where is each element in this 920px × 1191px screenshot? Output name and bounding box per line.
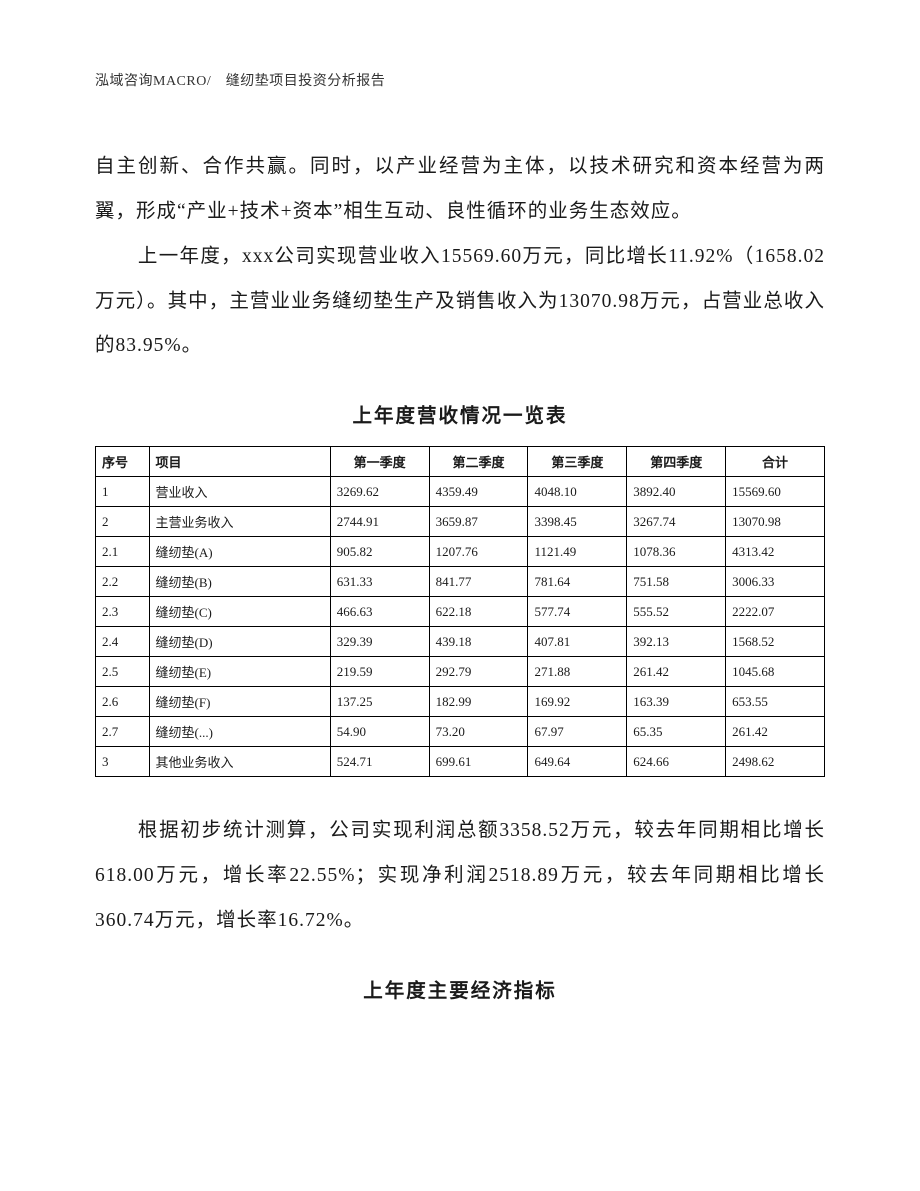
- table-cell: 699.61: [429, 747, 528, 777]
- table-cell: 3398.45: [528, 507, 627, 537]
- table-cell: 3267.74: [627, 507, 726, 537]
- table-cell: 主营业务收入: [149, 507, 330, 537]
- table-cell: 54.90: [330, 717, 429, 747]
- table-cell: 67.97: [528, 717, 627, 747]
- table-cell: 1045.68: [726, 657, 825, 687]
- table-cell: 407.81: [528, 627, 627, 657]
- col-seq: 序号: [96, 447, 150, 477]
- table-cell: 631.33: [330, 567, 429, 597]
- table-cell: 3: [96, 747, 150, 777]
- table-cell: 2498.62: [726, 747, 825, 777]
- table-cell: 841.77: [429, 567, 528, 597]
- table-cell: 1121.49: [528, 537, 627, 567]
- table-cell: 555.52: [627, 597, 726, 627]
- table-cell: 1207.76: [429, 537, 528, 567]
- table-cell: 2.2: [96, 567, 150, 597]
- table-cell: 2.4: [96, 627, 150, 657]
- col-q3: 第三季度: [528, 447, 627, 477]
- table-cell: 4048.10: [528, 477, 627, 507]
- table-cell: 751.58: [627, 567, 726, 597]
- table-cell: 缝纫垫(F): [149, 687, 330, 717]
- table-row: 2.1缝纫垫(A)905.821207.761121.491078.364313…: [96, 537, 825, 567]
- paragraph-1: 自主创新、合作共赢。同时，以产业经营为主体，以技术研究和资本经营为两翼，形成“产…: [95, 145, 825, 235]
- table2-title: 上年度主要经济指标: [95, 974, 825, 1003]
- col-q2: 第二季度: [429, 447, 528, 477]
- table-cell: 缝纫垫(A): [149, 537, 330, 567]
- col-item: 项目: [149, 447, 330, 477]
- table-cell: 261.42: [726, 717, 825, 747]
- table-cell: 2222.07: [726, 597, 825, 627]
- table-cell: 622.18: [429, 597, 528, 627]
- table-cell: 2.5: [96, 657, 150, 687]
- table-cell: 466.63: [330, 597, 429, 627]
- table-cell: 905.82: [330, 537, 429, 567]
- col-total: 合计: [726, 447, 825, 477]
- table-cell: 营业收入: [149, 477, 330, 507]
- table-cell: 624.66: [627, 747, 726, 777]
- table-cell: 3006.33: [726, 567, 825, 597]
- table-cell: 3659.87: [429, 507, 528, 537]
- table-cell: 缝纫垫(E): [149, 657, 330, 687]
- paragraph-3: 根据初步统计测算，公司实现利润总额3358.52万元，较去年同期相比增长618.…: [95, 809, 825, 944]
- table-cell: 524.71: [330, 747, 429, 777]
- table-row: 2.2缝纫垫(B)631.33841.77781.64751.583006.33: [96, 567, 825, 597]
- table-cell: 3892.40: [627, 477, 726, 507]
- table-cell: 292.79: [429, 657, 528, 687]
- table-cell: 781.64: [528, 567, 627, 597]
- table-row: 3其他业务收入524.71699.61649.64624.662498.62: [96, 747, 825, 777]
- table-cell: 2.6: [96, 687, 150, 717]
- revenue-tbody: 1营业收入3269.624359.494048.103892.4015569.6…: [96, 477, 825, 777]
- table-cell: 73.20: [429, 717, 528, 747]
- table-row: 2.7缝纫垫(...)54.9073.2067.9765.35261.42: [96, 717, 825, 747]
- table1-title: 上年度营收情况一览表: [95, 399, 825, 428]
- table-cell: 2744.91: [330, 507, 429, 537]
- table-cell: 15569.60: [726, 477, 825, 507]
- table-cell: 2.7: [96, 717, 150, 747]
- table-cell: 2.3: [96, 597, 150, 627]
- table-row: 1营业收入3269.624359.494048.103892.4015569.6…: [96, 477, 825, 507]
- table-cell: 2.1: [96, 537, 150, 567]
- table-cell: 缝纫垫(C): [149, 597, 330, 627]
- table-cell: 653.55: [726, 687, 825, 717]
- table-cell: 137.25: [330, 687, 429, 717]
- table-cell: 163.39: [627, 687, 726, 717]
- table-cell: 182.99: [429, 687, 528, 717]
- page-header: 泓域咨询MACRO/ 缝纫垫项目投资分析报告: [95, 70, 825, 90]
- table-cell: 1078.36: [627, 537, 726, 567]
- table-cell: 439.18: [429, 627, 528, 657]
- col-q4: 第四季度: [627, 447, 726, 477]
- table-cell: 65.35: [627, 717, 726, 747]
- table-cell: 261.42: [627, 657, 726, 687]
- col-q1: 第一季度: [330, 447, 429, 477]
- table-cell: 4313.42: [726, 537, 825, 567]
- table-cell: 缝纫垫(...): [149, 717, 330, 747]
- table-cell: 4359.49: [429, 477, 528, 507]
- table-cell: 缝纫垫(B): [149, 567, 330, 597]
- table-row: 2.6缝纫垫(F)137.25182.99169.92163.39653.55: [96, 687, 825, 717]
- table-cell: 271.88: [528, 657, 627, 687]
- table-cell: 392.13: [627, 627, 726, 657]
- table-cell: 2: [96, 507, 150, 537]
- paragraph-2: 上一年度，xxx公司实现营业收入15569.60万元，同比增长11.92%（16…: [95, 235, 825, 370]
- table-cell: 329.39: [330, 627, 429, 657]
- table-cell: 1568.52: [726, 627, 825, 657]
- table-header-row: 序号 项目 第一季度 第二季度 第三季度 第四季度 合计: [96, 447, 825, 477]
- table-row: 2.3缝纫垫(C)466.63622.18577.74555.522222.07: [96, 597, 825, 627]
- table-cell: 缝纫垫(D): [149, 627, 330, 657]
- table-row: 2主营业务收入2744.913659.873398.453267.7413070…: [96, 507, 825, 537]
- revenue-table: 序号 项目 第一季度 第二季度 第三季度 第四季度 合计 1营业收入3269.6…: [95, 446, 825, 777]
- table-cell: 1: [96, 477, 150, 507]
- table-cell: 169.92: [528, 687, 627, 717]
- table-cell: 219.59: [330, 657, 429, 687]
- table-cell: 13070.98: [726, 507, 825, 537]
- table-cell: 其他业务收入: [149, 747, 330, 777]
- table-row: 2.5缝纫垫(E)219.59292.79271.88261.421045.68: [96, 657, 825, 687]
- table-cell: 3269.62: [330, 477, 429, 507]
- table-cell: 649.64: [528, 747, 627, 777]
- table-cell: 577.74: [528, 597, 627, 627]
- table-row: 2.4缝纫垫(D)329.39439.18407.81392.131568.52: [96, 627, 825, 657]
